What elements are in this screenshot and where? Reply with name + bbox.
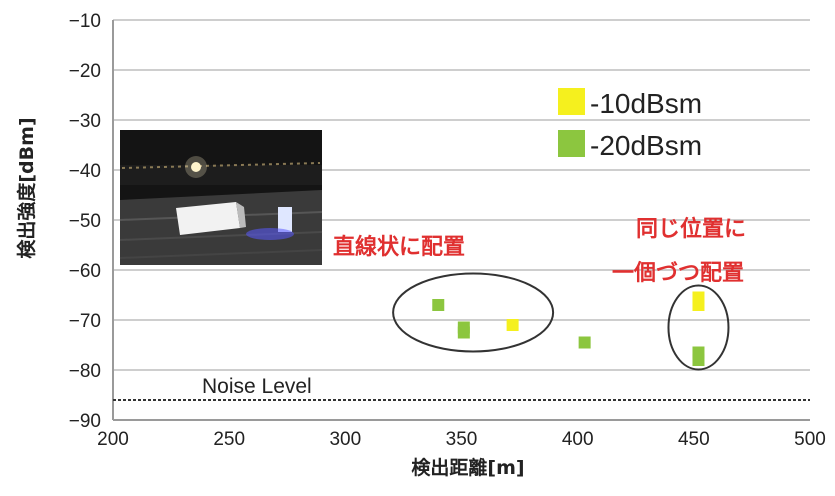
annotation-linear-arrangement: 直線状に配置 — [333, 234, 465, 260]
annotation-same-position-line2: 一個づつ配置 — [612, 261, 744, 286]
y-tick-label: −60 — [69, 261, 101, 282]
y-tick-labels: −10 −20 −30 −40 −50 −60 −70 −80 −90 — [69, 11, 101, 432]
legend-label-10dbsm: -10dBsm — [590, 88, 702, 119]
y-tick-label: −20 — [69, 61, 101, 82]
x-axis-label: 検出距離[m] — [411, 456, 524, 479]
point-10dbsm — [506, 319, 519, 331]
x-tick-labels: 200 250 300 350 400 450 500 — [97, 429, 826, 450]
y-axis-label: 検出強度[dBm] — [15, 117, 38, 258]
inset-photo — [119, 130, 323, 265]
y-tick-label: −30 — [69, 111, 101, 132]
y-tick-label: −80 — [69, 361, 101, 382]
x-tick-label: 200 — [97, 429, 129, 450]
x-tick-label: 450 — [678, 429, 710, 450]
x-tick-label: 400 — [562, 429, 594, 450]
legend-label-20dbsm: -20dBsm — [590, 130, 702, 161]
x-tick-label: 300 — [329, 429, 361, 450]
annotation-ellipses — [392, 272, 730, 371]
point-20dbsm — [457, 326, 470, 339]
x-tick-label: 350 — [446, 429, 478, 450]
legend-swatch-10dbsm — [558, 88, 585, 115]
y-tick-label: −10 — [69, 11, 101, 32]
point-20dbsm — [692, 354, 705, 366]
point-10dbsm — [692, 299, 705, 311]
y-tick-label: −40 — [69, 161, 101, 182]
x-tick-label: 250 — [213, 429, 245, 450]
annotation-ellipse-linear — [392, 272, 555, 353]
point-20dbsm — [578, 336, 591, 349]
axes — [112, 20, 810, 421]
data-points — [432, 291, 705, 366]
x-tick-label: 500 — [794, 429, 826, 450]
annotation-same-position-line1: 同じ位置に — [636, 216, 746, 242]
legend-swatch-20dbsm — [558, 130, 585, 157]
point-20dbsm — [432, 299, 445, 311]
legend: -10dBsm -20dBsm — [558, 88, 702, 161]
annotation-ellipse-same-position — [667, 284, 730, 371]
y-tick-label: −50 — [69, 211, 101, 232]
y-tick-label: −70 — [69, 311, 101, 332]
noise-level-label: Noise Level — [202, 375, 312, 398]
y-tick-label: −90 — [69, 411, 101, 432]
